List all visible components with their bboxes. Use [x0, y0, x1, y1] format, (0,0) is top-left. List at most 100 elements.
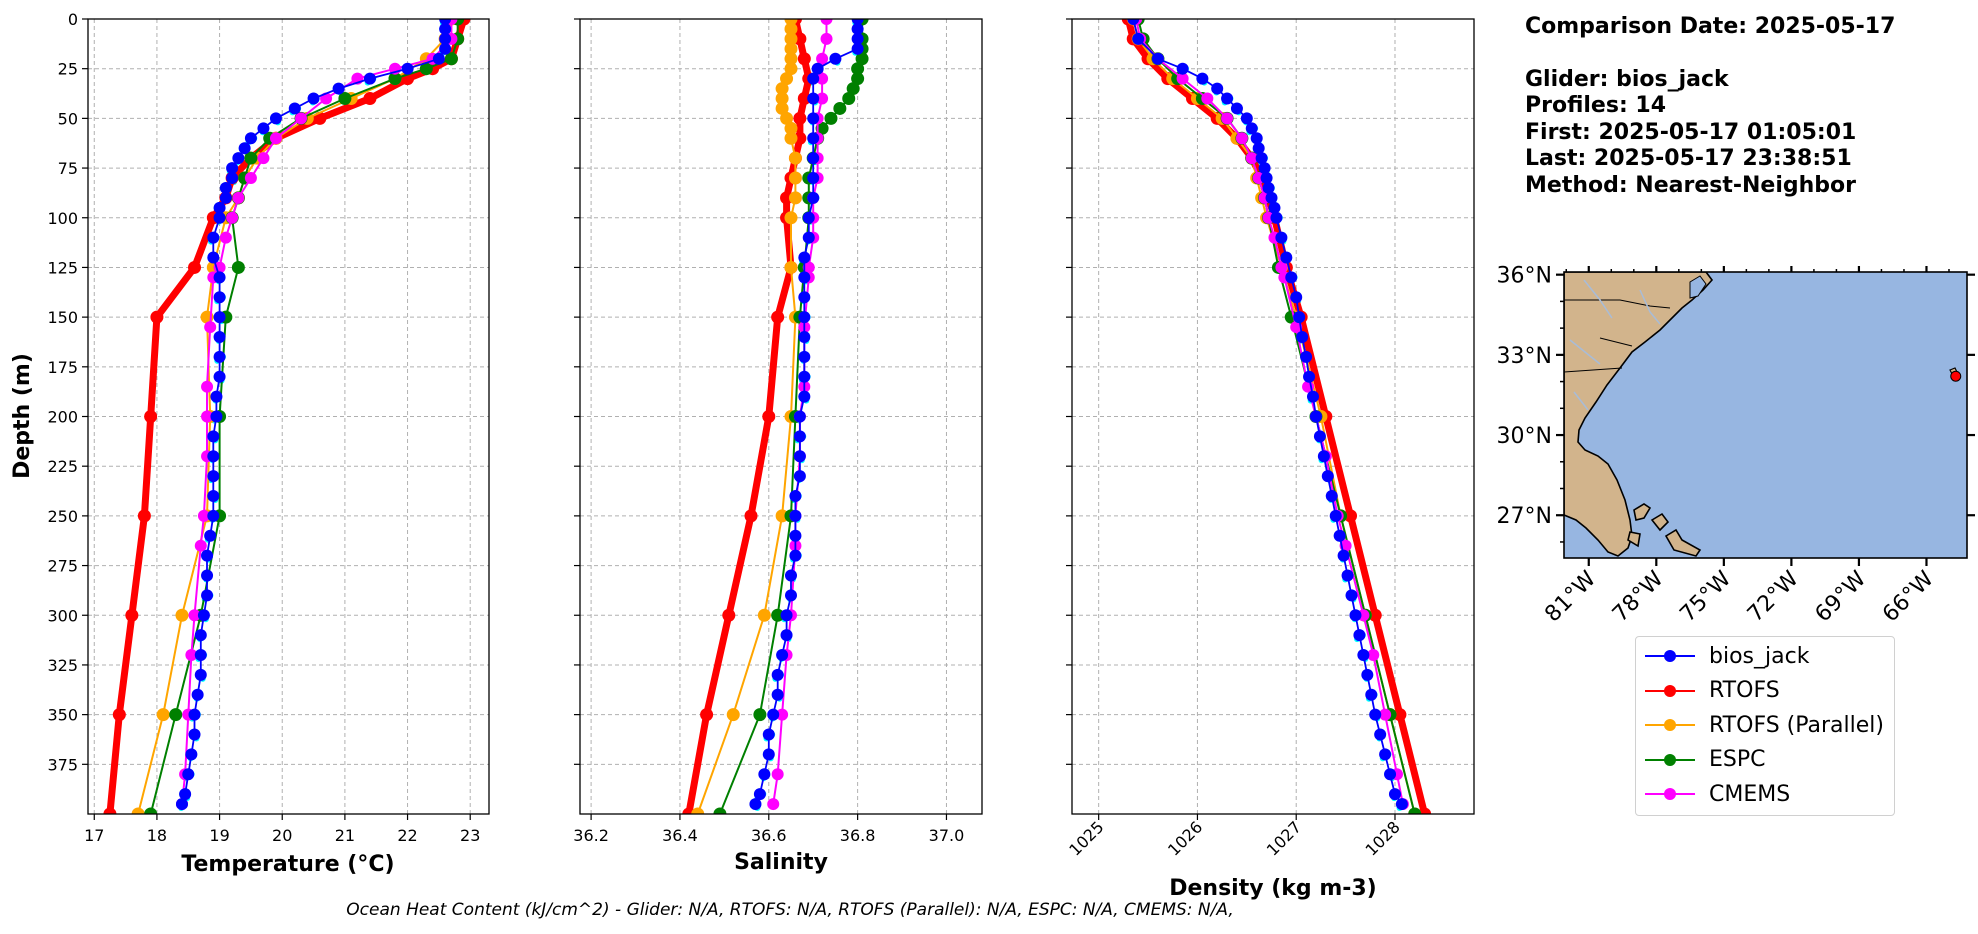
density-panel: 1025 1026 1027 1028: [1065, 18, 1475, 860]
data-point: [784, 131, 798, 145]
method-label: Method: Nearest-Neighbor: [1525, 172, 1856, 198]
river-line: [1569, 279, 1661, 411]
legend-label: ESPC: [1709, 747, 1766, 772]
salinity-panel: 36.2 36.4 36.6 36.8 37.0: [573, 18, 983, 845]
data-point: [213, 271, 226, 284]
data-point: [194, 668, 207, 681]
x-tick-label: 20: [272, 826, 292, 845]
data-point: [1127, 19, 1140, 25]
data-point: [1321, 470, 1334, 483]
data-point: [788, 171, 802, 185]
lon-tick-label: 75°W: [1675, 566, 1736, 627]
island-bahamas: [1627, 503, 1702, 557]
data-point: [432, 52, 445, 65]
state-border-line: [1564, 299, 1671, 373]
data-point: [802, 231, 815, 244]
data-point: [226, 162, 239, 175]
data-point: [807, 152, 820, 165]
data-point: [197, 609, 210, 622]
y-tick-label: 325: [47, 656, 78, 675]
data-point: [1344, 509, 1358, 523]
data-point: [851, 72, 865, 86]
data-point: [793, 111, 807, 125]
data-point: [188, 728, 201, 741]
data-point: [188, 609, 201, 622]
data-point: [798, 311, 811, 324]
data-point: [784, 260, 798, 274]
data-point: [793, 450, 806, 463]
lon-tick-label: 78°W: [1608, 566, 1669, 627]
data-point: [232, 152, 245, 165]
data-point: [219, 231, 232, 244]
data-point: [771, 688, 784, 701]
data-point: [797, 52, 811, 66]
data-point: [257, 152, 270, 165]
data-point: [1365, 688, 1378, 701]
x-tick-label: 1025: [1065, 817, 1107, 859]
data-point: [439, 42, 452, 55]
data-point: [244, 132, 257, 145]
data-point: [811, 62, 824, 75]
y-tick-label: 275: [47, 557, 78, 576]
data-point: [207, 430, 220, 443]
data-point: [793, 32, 807, 46]
lon-tick-label: 81°W: [1540, 566, 1601, 627]
data-point: [1345, 589, 1358, 602]
data-point: [288, 102, 301, 115]
data-point: [757, 608, 771, 622]
density-axis-label: Density (kg m-3): [1169, 876, 1377, 901]
data-point: [1275, 231, 1288, 244]
glider-name: Glider: bios_jack: [1525, 66, 1729, 92]
data-point: [820, 19, 833, 25]
data-point: [207, 251, 220, 264]
legend-swatch: [1645, 745, 1695, 775]
y-tick-label: 375: [47, 755, 78, 774]
data-point: [1349, 609, 1362, 622]
data-point: [188, 708, 201, 721]
data-point: [784, 121, 798, 135]
grid: [1072, 18, 1474, 814]
data-point: [1211, 82, 1224, 95]
data-point: [179, 788, 192, 801]
legend: bios_jack RTOFS RTOFS (Parallel) ESPC CMEMS: [1635, 636, 1895, 816]
data-point: [1317, 450, 1330, 463]
y-tick-label: 125: [47, 258, 78, 277]
x-tick-label: 21: [335, 826, 355, 845]
map-frame: [1563, 271, 1968, 559]
data-point: [388, 72, 402, 86]
ocean-heat-content-caption: Ocean Heat Content (kJ/cm^2) - Glider: N…: [346, 900, 1234, 920]
data-point: [771, 768, 784, 781]
data-point: [1341, 569, 1354, 582]
data-point: [207, 490, 220, 502]
data-point: [842, 92, 856, 105]
data-point: [401, 62, 414, 75]
data-point: [1245, 122, 1258, 135]
data-point: [1176, 62, 1189, 75]
lat-tick-label: 33°N: [1497, 344, 1552, 369]
data-point: [1379, 748, 1392, 761]
data-point: [824, 111, 838, 125]
lon-tick-label: 72°W: [1743, 566, 1804, 627]
data-point: [780, 72, 794, 86]
y-tick-label: 50: [58, 109, 78, 128]
data-point: [131, 807, 145, 814]
data-point: [784, 589, 797, 602]
x-tick-label: 19: [209, 826, 229, 845]
data-point: [789, 529, 802, 542]
data-point: [784, 569, 797, 582]
data-point: [802, 211, 815, 224]
data-point: [771, 310, 785, 324]
data-point: [1313, 430, 1326, 443]
last-profile-time: Last: 2025-05-17 23:38:51: [1525, 146, 1852, 171]
data-point: [125, 608, 139, 622]
data-point: [1265, 191, 1278, 204]
series-line: [1135, 19, 1404, 805]
temperature-panel: 0 25 50 75 100 125 150 175 200 225 250 275 300 325 350…: [47, 10, 490, 845]
x-tick-label: 36.6: [751, 826, 787, 845]
data-point: [1240, 112, 1253, 125]
data-point: [798, 390, 811, 403]
data-point: [798, 271, 811, 284]
data-point: [238, 142, 251, 155]
y-tick-label: 250: [47, 507, 78, 526]
land-area: [1564, 272, 1714, 557]
